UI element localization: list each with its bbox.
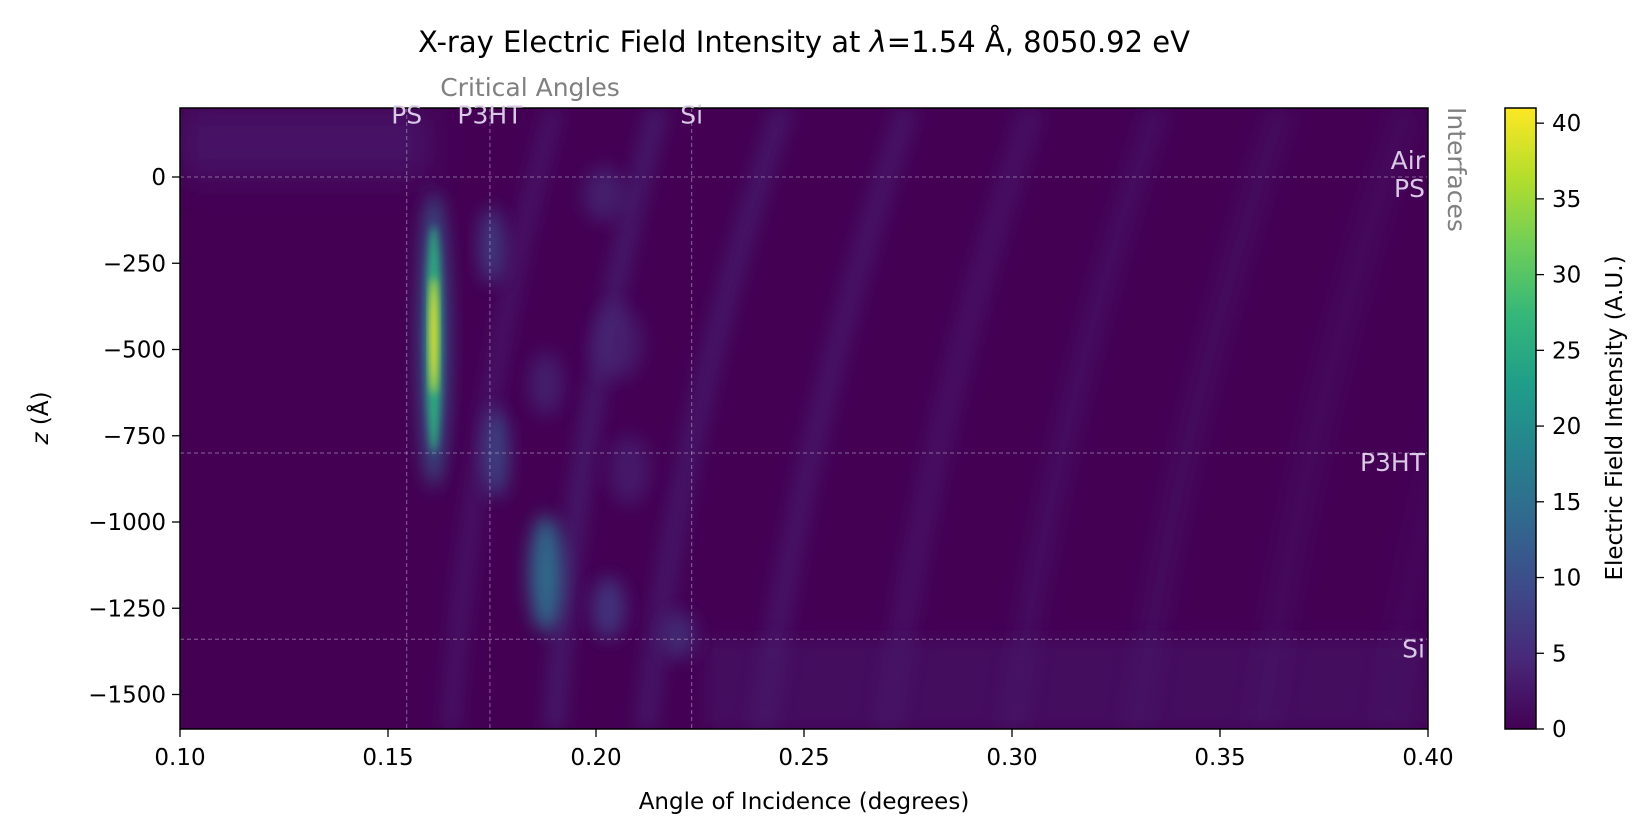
colorbar-tick-label: 5	[1552, 641, 1567, 667]
x-tick-label: 0.30	[986, 745, 1037, 771]
y-tick-label: −500	[103, 338, 166, 364]
hotspot-mid	[529, 352, 563, 416]
x-tick-label: 0.25	[778, 745, 829, 771]
intensity-field	[180, 108, 1428, 729]
interface-label-air: Air	[1391, 146, 1426, 175]
hotspot-surface	[583, 166, 626, 222]
x-tick-label: 0.10	[154, 745, 205, 771]
hotspot-p3ht-upper	[479, 208, 505, 284]
fringe-band-2	[545, 108, 668, 729]
x-tick-label: 0.35	[1194, 745, 1245, 771]
interface-label-p3ht: P3HT	[1360, 448, 1426, 477]
colorbar-tick-label: 0	[1552, 717, 1567, 743]
heatmap-background	[180, 108, 1428, 729]
hotspot-mid-right	[591, 304, 642, 381]
peak-core	[430, 277, 438, 395]
x-tick-label: 0.15	[362, 745, 413, 771]
y-tick-label: −1000	[88, 510, 166, 536]
x-tick-label: 0.20	[570, 745, 621, 771]
interface-label-ps: PS	[1394, 174, 1425, 203]
colorbar-label: Electric Field Intensity (A.U.)	[1602, 255, 1628, 580]
x-tick-label: 0.40	[1402, 745, 1453, 771]
colorbar	[1504, 107, 1537, 730]
reference-lines	[180, 108, 1428, 729]
x-axis: 0.10 0.15 0.20 0.25 0.30 0.35 0.40	[154, 729, 1454, 771]
critical-angles-title: Critical Angles	[440, 73, 620, 102]
y-tick-label: 0	[151, 165, 166, 191]
y-tick-label: −750	[103, 424, 166, 450]
fringe-band-3	[635, 108, 793, 729]
y-tick-label: −1250	[88, 596, 166, 622]
critical-angle-label-si: Si	[680, 101, 703, 130]
colorbar-tick-label: 40	[1552, 111, 1581, 137]
hotspot-deep	[529, 515, 563, 633]
colorbar-ticks: 0 5 10 15 20 25 30 35 40	[1536, 111, 1581, 743]
heatmap-plot-area	[180, 108, 1428, 729]
hotspot-si-upper	[591, 577, 626, 640]
colorbar-tick-label: 20	[1552, 414, 1581, 440]
x-axis-label: Angle of Incidence (degrees)	[639, 789, 970, 815]
interfaces-title: Interfaces	[1442, 107, 1471, 232]
colorbar-tick-label: 15	[1552, 490, 1581, 516]
y-tick-label: −1500	[88, 683, 166, 709]
chart-title: X-ray Electric Field Intensity at λ=1.54…	[418, 25, 1190, 59]
fringe-band-1	[442, 108, 563, 729]
colorbar-tick-label: 30	[1552, 263, 1581, 289]
y-axis: 0 −250 −500 −750 −1000 −1250 −1500	[88, 165, 180, 709]
y-tick-label: −250	[103, 251, 166, 277]
colorbar-tick-label: 25	[1552, 338, 1581, 364]
critical-angle-labels: PS P3HT Si	[391, 101, 703, 130]
hotspot-mid-lower	[608, 435, 651, 505]
critical-angle-label-ps: PS	[391, 101, 422, 130]
interface-label-si: Si	[1402, 634, 1425, 663]
colorbar-tick-label: 35	[1552, 187, 1581, 213]
air-glow	[180, 108, 430, 177]
critical-angle-label-p3ht: P3HT	[457, 101, 523, 130]
hotspot-si-edge	[662, 611, 696, 660]
substrate-glow	[704, 639, 1428, 729]
y-axis-label: z (Å)	[26, 391, 54, 445]
colorbar-tick-label: 10	[1552, 566, 1581, 592]
